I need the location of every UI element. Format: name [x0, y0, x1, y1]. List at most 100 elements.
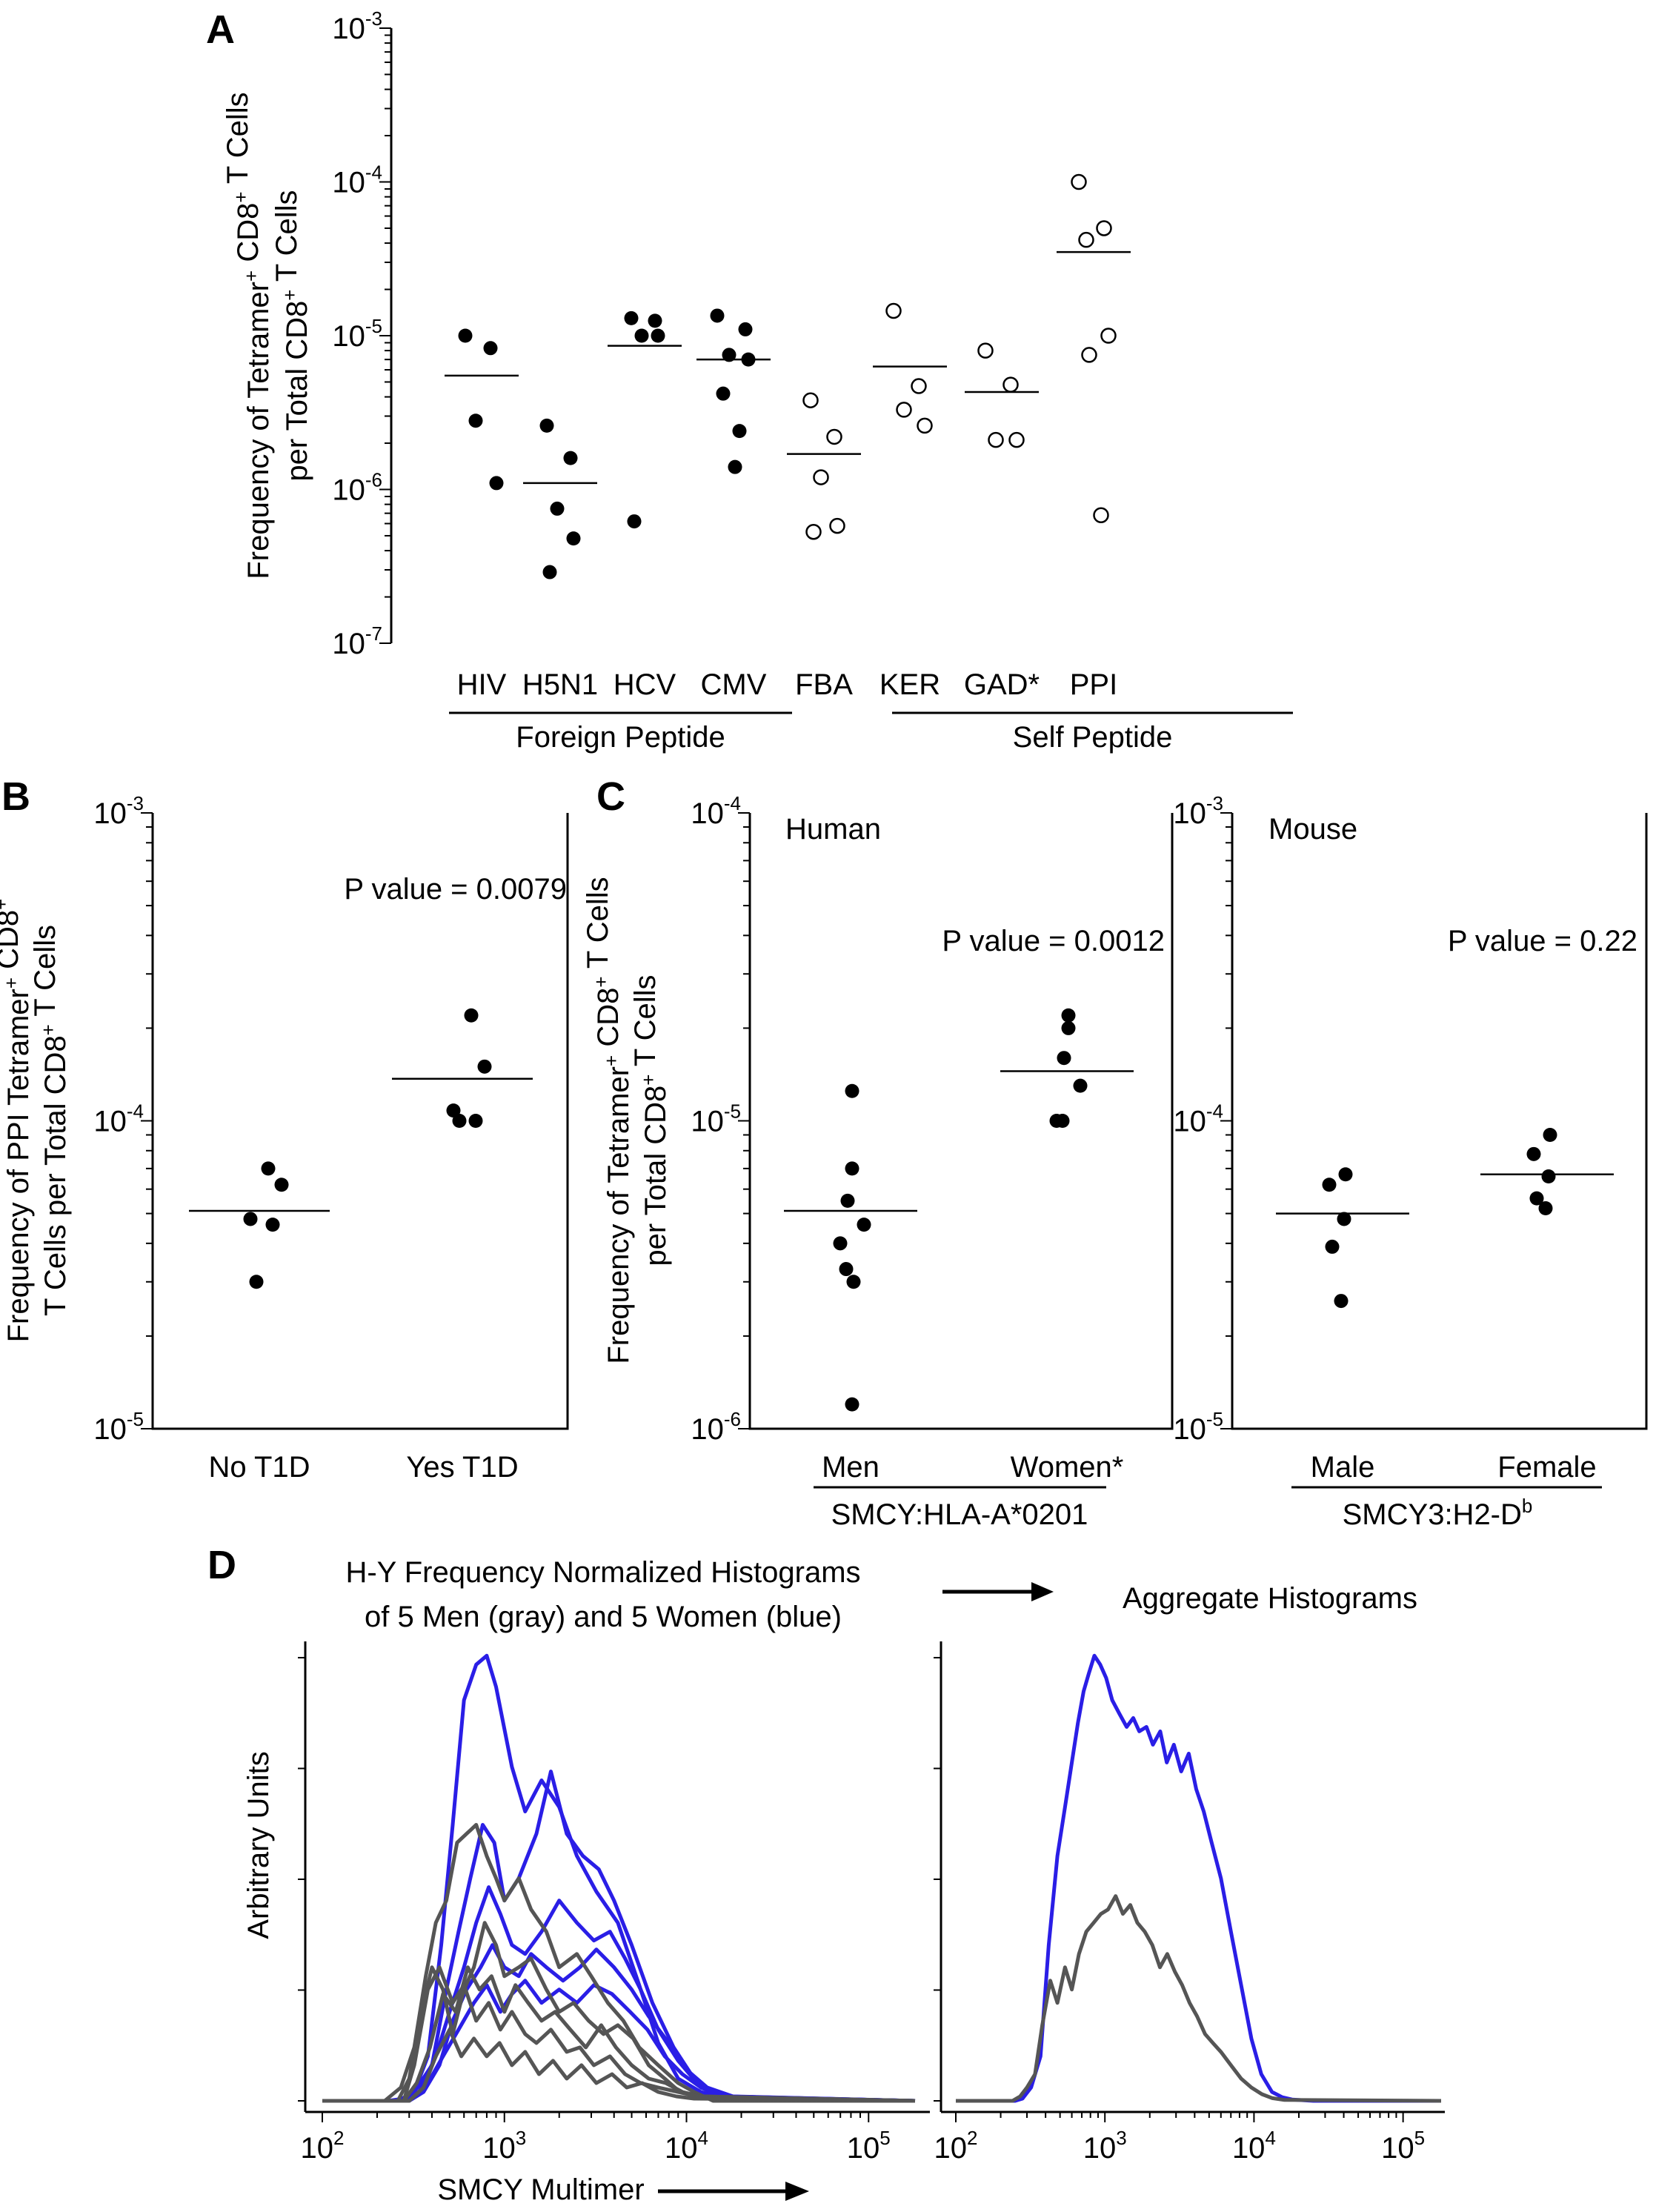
data-point [802, 392, 819, 408]
data-point [1529, 1191, 1544, 1206]
panel-c-mouse-frame [1231, 813, 1648, 1430]
data-point [477, 1059, 492, 1074]
panel-a-y-ticks: 10-3 10-4 10-5 10-6 10-7 [332, 7, 391, 660]
y-tick-label: 10-3 [1173, 792, 1223, 830]
x-tick-label: 105 [847, 2127, 891, 2165]
data-point [977, 342, 994, 359]
men-histogram-line [322, 2027, 916, 2103]
data-point [539, 418, 554, 433]
panel-b: B Frequency of PPI Tetramer+ CD8+T Cells… [0, 774, 569, 1484]
data-point [489, 476, 504, 491]
category-label: PPI [1070, 668, 1117, 701]
panel-a-data-marks [445, 173, 1131, 579]
data-point [1337, 1212, 1351, 1226]
panel-a-categories: HIV H5N1 HCV CMV FBA KER GAD* PPI [457, 668, 1118, 701]
women-histogram-line [322, 1979, 916, 2103]
panel-d-letter: D [207, 1543, 236, 1587]
men-aggregate-line [956, 1894, 1442, 2103]
panel-d-right-y-ticks [934, 1656, 941, 2102]
data-point [917, 417, 933, 434]
category-label: Male [1311, 1451, 1375, 1484]
data-point [261, 1161, 276, 1176]
group-label: Self Peptide [1013, 721, 1173, 754]
data-point [1002, 376, 1019, 393]
x-tick-label: 103 [1083, 2127, 1127, 2165]
y-tick-label: 10-5 [93, 1408, 144, 1446]
x-tick-label: 103 [482, 2127, 526, 2165]
data-point [813, 469, 829, 485]
data-point [1526, 1146, 1541, 1161]
panel-c-mouse-p-value: P value = 0.22 [1448, 925, 1637, 957]
category-label: Female [1497, 1451, 1596, 1484]
data-point [1538, 1201, 1553, 1216]
men-histogram-line [322, 1965, 916, 2103]
data-point [483, 341, 498, 356]
panel-c-human-p-value: P value = 0.0012 [942, 925, 1165, 957]
data-point [833, 1236, 848, 1251]
panel-d-aggregate-title: Aggregate Histograms [1123, 1582, 1417, 1615]
x-tick-label: 102 [934, 2127, 978, 2165]
data-point [845, 1397, 859, 1412]
data-point [722, 348, 736, 362]
y-axis-label-line-1: Frequency of Tetramer+ CD8+ T Cells [222, 92, 275, 579]
data-point [988, 431, 1004, 448]
y-axis-label-line-1: Frequency of PPI Tetramer+ CD8+ [0, 899, 35, 1343]
data-point [1543, 1128, 1557, 1143]
data-point [265, 1218, 280, 1232]
panel-b-y-axis-label: Frequency of PPI Tetramer+ CD8+T Cells p… [0, 899, 72, 1343]
panel-c-mouse-group-label: SMCY3:H2-Db [1343, 1495, 1533, 1531]
panel-d-arrow-bottom [658, 2182, 809, 2201]
data-point [1061, 1020, 1076, 1035]
data-point [446, 1103, 461, 1118]
data-point [1338, 1167, 1353, 1182]
data-point [710, 308, 725, 323]
panel-c-human-data-marks [784, 1008, 1134, 1412]
data-point [857, 1218, 871, 1232]
panel-b-categories: No T1D Yes T1D [208, 1451, 518, 1484]
data-point [1008, 431, 1025, 448]
category-label: Yes T1D [406, 1451, 518, 1484]
data-point [845, 1083, 859, 1098]
men-histogram-line [322, 1823, 915, 2103]
panel-d-left-curves [322, 1653, 916, 2103]
panel-c-human-title: Human [785, 813, 881, 846]
panel-c-letter: C [596, 774, 625, 819]
data-point [566, 531, 581, 546]
panel-c-human-group-label: SMCY:HLA-A*0201 [831, 1498, 1088, 1531]
category-label: Women* [1011, 1451, 1124, 1484]
data-point [1055, 1114, 1070, 1128]
data-point [829, 517, 845, 534]
x-tick-label: 102 [301, 2127, 345, 2165]
x-tick-label: 104 [665, 2127, 708, 2165]
data-point [1325, 1239, 1340, 1254]
data-point [1100, 328, 1117, 344]
category-label: KER [879, 668, 940, 701]
y-axis-label-line-2: per Total CD8+ T Cells [270, 190, 313, 481]
category-label: HCV [613, 668, 676, 701]
category-label: GAD* [964, 668, 1040, 701]
data-point [243, 1212, 258, 1226]
y-tick-label: 10-4 [1173, 1100, 1223, 1138]
data-point [1078, 231, 1094, 248]
panel-c-human-y-ticks: 10-4 10-5 10-6 [691, 792, 750, 1446]
panel-a-group-brackets: Foreign Peptide Self Peptide [449, 711, 1293, 754]
data-point [624, 310, 639, 325]
data-point [728, 459, 742, 474]
panel-d-right-curves [956, 1653, 1442, 2103]
panel-a: A Frequency of Tetramer+ CD8+ T Cellsper… [206, 7, 1293, 754]
data-point [1096, 220, 1112, 236]
panel-b-letter: B [1, 774, 30, 819]
data-point [464, 1008, 479, 1023]
panel-d-arrow-top [942, 1582, 1054, 1601]
panel-d-x-axis-label: SMCY Multimer [437, 2173, 644, 2206]
data-point [826, 428, 842, 445]
category-label: FBA [795, 668, 853, 701]
data-point [452, 1114, 467, 1128]
data-point [651, 328, 665, 343]
panel-c-mouse-data-marks [1276, 1128, 1614, 1309]
data-point [563, 451, 578, 465]
data-point [845, 1161, 859, 1176]
